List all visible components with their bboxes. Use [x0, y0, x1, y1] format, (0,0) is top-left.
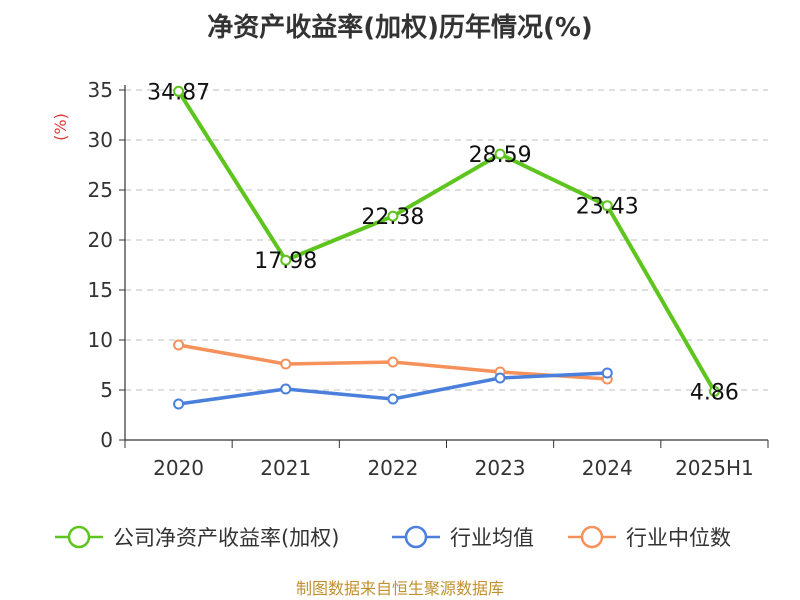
x-tick-label: 2025H1: [675, 456, 754, 480]
data-point: [173, 398, 185, 410]
y-tick-label: 30: [88, 128, 113, 152]
legend-swatch-marker: [67, 525, 91, 549]
y-tick-label: 35: [88, 78, 113, 102]
legend-swatch-marker: [580, 525, 604, 549]
y-tick-label: 10: [88, 328, 113, 352]
data-point: [387, 356, 399, 368]
y-axis-unit-label: (%): [51, 113, 70, 141]
data-labels: 34.87 17.98 22.38 28.59 23.43 4.86: [147, 80, 739, 405]
data-point: [173, 339, 185, 351]
legend-label: 行业中位数: [626, 526, 731, 550]
axes: 0 5 10 15 20 25 30 35 2020 2021 2022 2023 2024 2025H1: [88, 78, 769, 480]
data-point: [494, 148, 506, 160]
y-tick-label: 15: [88, 278, 113, 302]
legend-label: 公司净资产收益率(加权): [113, 526, 339, 550]
data-label: 34.87: [147, 80, 210, 105]
y-tick-label: 5: [100, 378, 113, 402]
x-tick-label: 2022: [367, 456, 418, 480]
data-point: [280, 383, 292, 395]
data-point: [601, 200, 613, 212]
data-point: [173, 85, 185, 97]
y-tick-label: 0: [100, 428, 113, 452]
x-tick-label: 2024: [582, 456, 633, 480]
legend: 公司净资产收益率(加权) 行业均值 行业中位数: [55, 525, 731, 550]
legend-label: 行业均值: [450, 526, 534, 550]
data-point: [387, 393, 399, 405]
data-point: [708, 385, 720, 397]
data-label: 17.98: [254, 249, 317, 274]
data-point: [494, 372, 506, 384]
series-line-0: [176, 89, 717, 394]
data-point: [280, 358, 292, 370]
data-point: [601, 367, 613, 379]
data-point: [280, 254, 292, 266]
data-label: 22.38: [361, 205, 424, 230]
data-label: 4.86: [690, 380, 739, 405]
source-note: 制图数据来自恒生聚源数据库: [296, 579, 504, 598]
y-tick-label: 20: [88, 228, 113, 252]
data-label: 23.43: [576, 195, 639, 220]
grid-lines: [125, 89, 768, 391]
x-tick-label: 2021: [260, 456, 311, 480]
series-lines: [173, 85, 720, 410]
data-point: [387, 210, 399, 222]
chart-title: 净资产收益率(加权)历年情况(%): [207, 12, 593, 43]
x-tick-label: 2023: [475, 456, 526, 480]
y-tick-label: 25: [88, 178, 113, 202]
legend-swatch-marker: [404, 525, 428, 549]
data-label: 28.59: [469, 143, 532, 168]
x-tick-label: 2020: [153, 456, 204, 480]
